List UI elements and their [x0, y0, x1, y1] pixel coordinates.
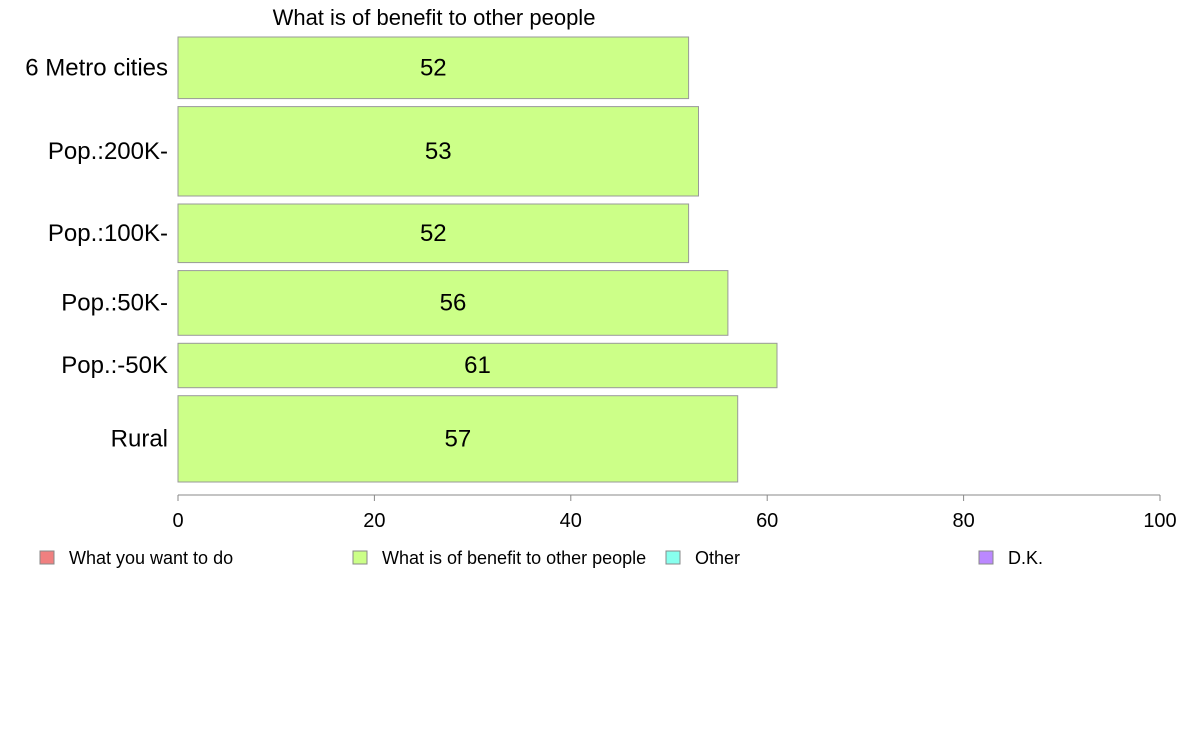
legend-swatch	[352, 550, 368, 565]
bar-value-label: 57	[445, 425, 472, 452]
x-tick-label: 20	[363, 510, 385, 532]
bar	[177, 395, 739, 483]
legend-label: What is of benefit to other people	[382, 548, 646, 568]
legend: What you want to do What is of benefit to…	[39, 548, 1043, 568]
bar	[177, 203, 690, 264]
category-label: Pop.:100K-	[48, 220, 168, 247]
legend-swatch	[39, 550, 55, 565]
legend-label: D.K.	[1008, 548, 1043, 568]
bar-value-label: 56	[440, 290, 467, 317]
category-label: Pop.:50K-	[61, 290, 168, 317]
category-label: Pop.:-50K	[61, 352, 168, 379]
category-label: Pop.:200K-	[48, 138, 168, 165]
x-tick-label: 40	[560, 510, 582, 532]
chart-title: What is of benefit to other people	[273, 5, 596, 30]
x-tick-label: 100	[1143, 510, 1176, 532]
bar-value-label: 61	[464, 352, 491, 379]
bar	[177, 270, 729, 336]
legend-label: Other	[695, 548, 740, 568]
category-label: 6 Metro cities	[25, 54, 168, 81]
bar	[177, 342, 778, 389]
legend-swatch	[665, 550, 681, 565]
bar	[177, 36, 690, 100]
bar-value-label: 53	[425, 138, 452, 165]
category-label: Rural	[111, 425, 168, 452]
x-axis: 0 20 40 60 80 100	[172, 494, 1177, 532]
bar-value-label: 52	[420, 220, 447, 247]
legend-label: What you want to do	[69, 548, 233, 568]
bars: 52 6 Metro cities 53 Pop.:200K- 52 Pop.:100K-…	[25, 36, 778, 483]
x-tick-label: 0	[172, 510, 183, 532]
x-tick-label: 60	[756, 510, 778, 532]
legend-swatch	[978, 550, 994, 565]
bar	[177, 106, 699, 197]
bar-value-label: 52	[420, 54, 447, 81]
x-tick-label: 80	[952, 510, 974, 532]
